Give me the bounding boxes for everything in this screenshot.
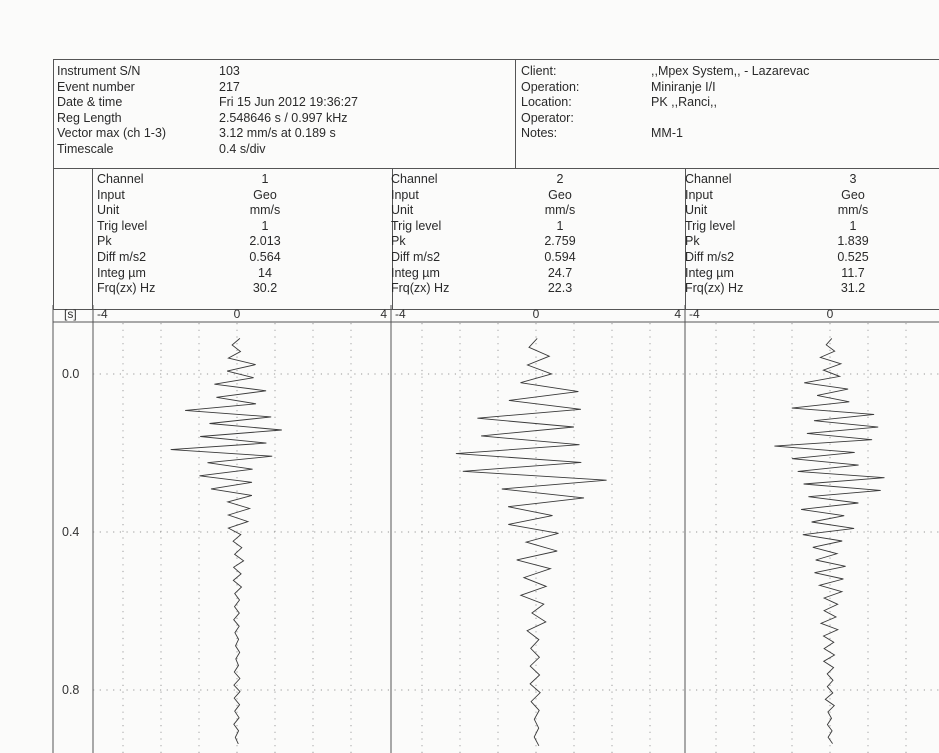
channel-3-value: mm/s (837, 203, 869, 218)
channel-field-label: Unit (97, 203, 120, 218)
label-client: Client: (521, 64, 557, 78)
x-tick-label: 0 (533, 307, 540, 321)
label-timescale: Timescale (57, 141, 114, 156)
header-divider (515, 60, 516, 169)
channel-field-label: Pk (391, 234, 406, 249)
channel-field-label: Input (391, 187, 419, 202)
channel-field-label: Input (97, 187, 125, 202)
client-values: ,,Mpex System,, - Lazarevac Miniranje I/… (651, 64, 809, 142)
label-location: Location: (521, 95, 572, 110)
event-labels: Instrument S/N Event number Date & time … (57, 64, 166, 158)
channel-3-value: 31.2 (840, 281, 866, 296)
channel-3-trace (774, 338, 885, 744)
channel-2-value: mm/s (544, 203, 576, 218)
channel-3-value: 0.525 (837, 250, 869, 264)
label-event: Event number (57, 79, 135, 94)
time-unit-label: [s] (64, 307, 77, 321)
channel-2-value: 22.3 (547, 281, 573, 296)
channel-1-value: 1 (261, 218, 269, 233)
channel-3-value: 3 (849, 172, 857, 186)
client-labels: Client: Operation: Location: Operator: N… (521, 64, 579, 142)
channel-field-label: Channel (685, 172, 732, 186)
channel-2-value: 24.7 (547, 265, 573, 280)
channel-field-label: Channel (97, 172, 144, 186)
channel-1-value: mm/s (249, 203, 281, 218)
channel-field-label: Integ µm (685, 265, 734, 280)
event-header: Instrument S/N Event number Date & time … (53, 59, 939, 169)
channel-field-label: Trig level (391, 218, 442, 233)
channel-1-value: 0.564 (249, 250, 281, 264)
label-vectormax: Vector max (ch 1-3) (57, 126, 167, 141)
label-operation: Operation: (521, 79, 580, 94)
value-operation: Miniranje I/I (651, 79, 716, 94)
value-notes: MM-1 (651, 126, 683, 141)
channel-field-label: Frq(zx) Hz (685, 281, 744, 296)
value-client: ,,Mpex System,, - Lazarevac (651, 64, 810, 78)
y-tick-label: 0.4 (62, 525, 79, 539)
channel-1-value: Geo (253, 187, 277, 202)
x-tick-label: 0 (827, 307, 834, 321)
channel-3-value: Geo (841, 187, 865, 202)
label-operator: Operator: (521, 110, 574, 125)
channel-1-value: 2.013 (249, 234, 281, 249)
x-tick-label: 4 (674, 307, 681, 321)
channel-field-label: Diff m/s2 (391, 250, 441, 264)
label-date: Date & time (57, 95, 123, 110)
channel-field-label: Trig level (685, 218, 736, 233)
value-operator (651, 111, 809, 127)
channel-3-value: 1 (849, 218, 857, 233)
channel-field-label: Diff m/s2 (685, 250, 735, 264)
x-tick-label: -4 (689, 307, 700, 321)
channel-2-value: 1 (556, 218, 564, 233)
channel-2-value: 2.759 (544, 234, 576, 249)
channel-table (53, 169, 939, 310)
y-tick-label: 0.0 (62, 367, 79, 381)
x-tick-label: -4 (97, 307, 108, 321)
x-tick-label: -4 (395, 307, 406, 321)
channel-2-trace (455, 338, 607, 747)
channel-1-value: 14 (258, 265, 272, 280)
channel-2-value: 0.594 (544, 250, 576, 264)
channel-1-trace (170, 338, 282, 745)
table-divider (92, 169, 93, 310)
x-tick-label: 0 (234, 307, 241, 321)
seismograph-plot: [s] -4 0 4 -4 0 4 -4 0 0.0 0.4 0.8 (52, 305, 939, 753)
channel-1-value: 30.2 (252, 281, 278, 296)
value-reglength: 2.548646 s / 0.997 kHz (219, 110, 348, 125)
value-instrument: 103 (219, 64, 240, 78)
channel-field-label: Integ µm (391, 265, 440, 280)
channel-field-label: Pk (97, 234, 112, 249)
channel-field-label: Trig level (97, 218, 148, 233)
channel-2-value: Geo (548, 187, 572, 202)
x-tick-label: 4 (380, 307, 387, 321)
value-location: PK ,,Ranci,, (651, 95, 717, 110)
table-divider (685, 169, 686, 310)
label-reglength: Reg Length (57, 110, 122, 125)
channel-2-value: 2 (556, 172, 564, 186)
channel-field-label: Unit (685, 203, 708, 218)
channel-field-label: Unit (391, 203, 414, 218)
y-tick-label: 0.8 (62, 683, 79, 697)
channel-3-value: 1.839 (837, 234, 869, 249)
value-date: Fri 15 Jun 2012 19:36:27 (219, 95, 358, 110)
label-instrument: Instrument S/N (57, 64, 141, 78)
table-divider (392, 169, 393, 310)
channel-field-label: Diff m/s2 (97, 250, 147, 264)
channel-1-value: 1 (261, 172, 269, 186)
value-vectormax: 3.12 mm/s at 0.189 s (219, 126, 336, 141)
label-notes: Notes: (521, 126, 558, 141)
channel-field-label: Integ µm (97, 265, 146, 280)
channel-field-label: Frq(zx) Hz (391, 281, 450, 296)
channel-field-label: Input (685, 187, 713, 202)
event-values: 103 217 Fri 15 Jun 2012 19:36:27 2.54864… (219, 64, 358, 158)
value-event: 217 (219, 79, 240, 94)
channel-field-label: Frq(zx) Hz (97, 281, 156, 296)
channel-field-label: Pk (685, 234, 700, 249)
channel-3-value: 11.7 (841, 265, 865, 280)
channel-field-label: Channel (391, 172, 438, 186)
value-timescale: 0.4 s/div (219, 141, 266, 156)
